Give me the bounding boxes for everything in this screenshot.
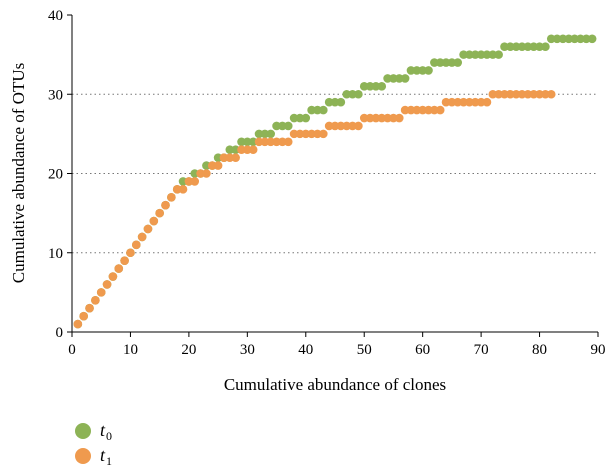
data-point-t0 xyxy=(266,129,276,139)
data-point-t1 xyxy=(283,137,293,147)
series-t0 xyxy=(73,34,597,329)
data-point-t0 xyxy=(301,113,311,123)
data-point-t1 xyxy=(248,145,258,155)
data-point-t1 xyxy=(96,288,106,297)
data-point-t1 xyxy=(546,89,556,99)
y-ticks: 0 10 20 30 40 xyxy=(48,8,72,341)
x-tick-label: 70 xyxy=(474,342,489,358)
data-point-t0 xyxy=(354,89,363,99)
y-axis-label: Cumulative abundance of OTUs xyxy=(9,63,28,283)
data-point-t0 xyxy=(494,50,503,59)
data-point-t1 xyxy=(79,311,88,321)
legend-item-t1: t1 xyxy=(75,445,112,468)
x-tick-label: 0 xyxy=(68,342,76,358)
data-point-t1 xyxy=(120,256,129,265)
data-point-t0 xyxy=(400,74,410,83)
legend-item-t0: t0 xyxy=(75,420,112,443)
x-tick-label: 40 xyxy=(298,342,313,358)
data-point-t1 xyxy=(435,105,445,115)
x-tick-label: 20 xyxy=(181,342,196,358)
y-tick-label: 10 xyxy=(48,246,63,262)
y-tick-label: 20 xyxy=(48,167,63,183)
data-point-t1 xyxy=(394,113,404,123)
axes xyxy=(71,15,598,333)
data-point-t1 xyxy=(102,280,112,289)
data-point-t1 xyxy=(319,129,328,139)
y-tick-label: 40 xyxy=(48,8,63,24)
legend-label-subscript: 0 xyxy=(106,429,112,443)
data-point-t1 xyxy=(167,192,176,202)
data-point-t0 xyxy=(319,105,328,115)
data-point-t1 xyxy=(155,208,164,218)
data-point-t1 xyxy=(131,240,141,250)
data-point-t0 xyxy=(587,34,597,44)
legend-label: t0 xyxy=(100,420,112,443)
x-tick-label: 30 xyxy=(240,342,255,358)
x-ticks: 0 10 20 30 40 50 60 70 80 90 xyxy=(68,332,606,358)
data-point-t1 xyxy=(231,153,240,162)
data-point-t0 xyxy=(424,66,433,75)
data-point-t1 xyxy=(482,97,492,107)
legend-marker xyxy=(75,423,91,439)
series-t1 xyxy=(73,89,556,329)
legend-label-main: t xyxy=(100,445,106,465)
data-point-t1 xyxy=(137,232,147,242)
x-tick-label: 90 xyxy=(591,342,606,358)
data-point-t1 xyxy=(91,296,100,305)
data-point-t1 xyxy=(178,185,188,194)
legend-marker xyxy=(75,448,91,464)
legend-label: t1 xyxy=(100,445,112,468)
data-point-t0 xyxy=(541,42,550,51)
data-point-t1 xyxy=(73,319,83,329)
x-axis-label: Cumulative abundance of clones xyxy=(224,375,446,394)
y-tick-label: 0 xyxy=(56,325,64,341)
x-tick-label: 50 xyxy=(357,342,372,358)
data-point-t1 xyxy=(114,264,124,273)
x-tick-label: 80 xyxy=(532,342,547,358)
data-point-t1 xyxy=(126,248,135,258)
data-point-t1 xyxy=(161,200,170,210)
data-series xyxy=(73,34,597,329)
data-point-t0 xyxy=(453,58,463,67)
legend-label-subscript: 1 xyxy=(106,454,112,468)
data-point-t1 xyxy=(213,161,223,170)
data-point-t1 xyxy=(149,216,159,226)
legend-label-main: t xyxy=(100,420,106,440)
data-point-t0 xyxy=(377,82,387,91)
data-point-t1 xyxy=(354,121,363,131)
data-point-t1 xyxy=(190,177,200,186)
data-point-t1 xyxy=(143,224,153,234)
data-point-t1 xyxy=(108,272,118,281)
data-point-t0 xyxy=(283,121,293,131)
data-point-t1 xyxy=(85,303,94,313)
x-tick-label: 60 xyxy=(415,342,430,358)
data-point-t0 xyxy=(336,97,346,107)
x-tick-label: 10 xyxy=(123,342,138,358)
y-tick-label: 30 xyxy=(48,87,63,103)
data-point-t1 xyxy=(202,169,211,178)
